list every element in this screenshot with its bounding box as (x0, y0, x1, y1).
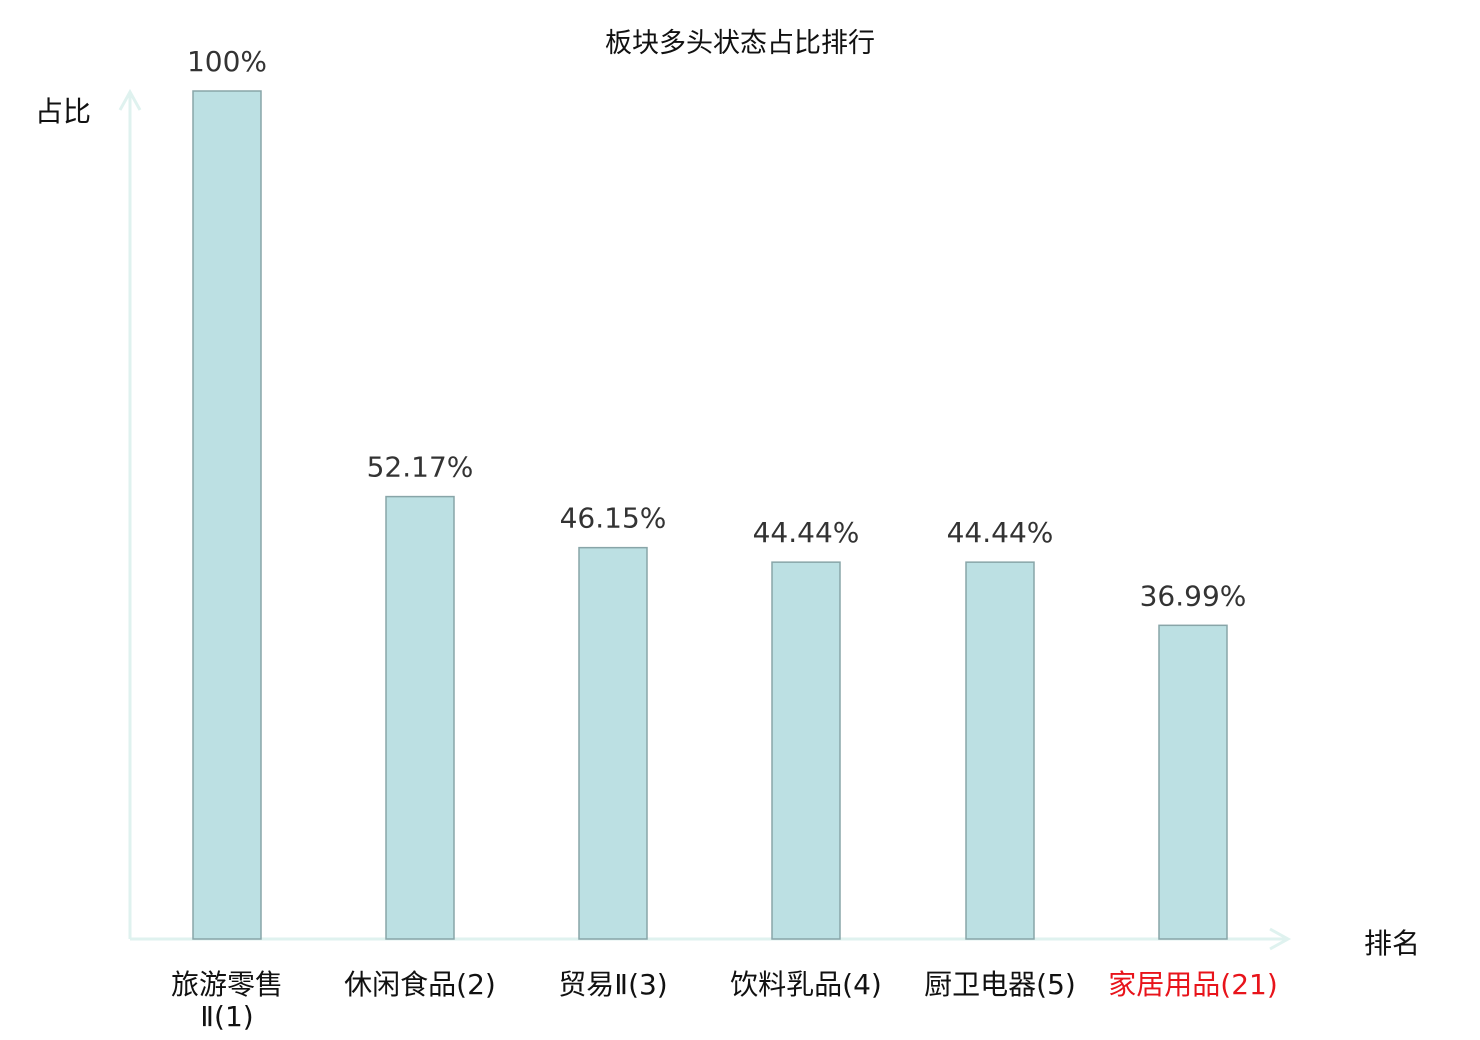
x-tick-label: 饮料乳品(4) (730, 968, 882, 1001)
x-tick-name: 贸易Ⅱ (558, 968, 628, 1001)
x-tick-rank: (2) (456, 968, 496, 1001)
chart-title: 板块多头状态占比排行 (605, 28, 875, 59)
x-tick-label: 旅游零售 (171, 968, 283, 1001)
data-label: 52.17% (367, 451, 474, 484)
data-label: 100% (187, 45, 267, 78)
bar (1158, 624, 1228, 940)
bar (771, 561, 841, 940)
data-label: 44.44% (947, 516, 1054, 549)
x-axis-label: 排名 (1364, 927, 1420, 960)
x-tick-label: 家居用品(21) (1108, 968, 1278, 1001)
y-axis-arrow-icon (118, 88, 142, 111)
x-tick-name: 休闲食品 (344, 968, 456, 1001)
x-tick-rank: Ⅱ(1) (200, 1000, 253, 1033)
x-tick-rank: (5) (1036, 968, 1076, 1001)
x-axis-arrow-icon (1269, 927, 1292, 951)
bar (578, 546, 648, 940)
bar (965, 561, 1035, 940)
x-tick-label: 休闲食品(2) (344, 968, 496, 1001)
y-axis-label: 占比 (35, 95, 91, 128)
data-label: 36.99% (1140, 579, 1247, 612)
x-tick-label: 贸易Ⅱ(3) (558, 968, 667, 1001)
x-tick-rank: (21) (1220, 968, 1277, 1001)
bar (385, 495, 455, 940)
x-tick-label: 厨卫电器(5) (924, 968, 1076, 1001)
x-tick-name: 家居用品 (1108, 968, 1220, 1001)
data-label: 44.44% (753, 516, 860, 549)
x-tick-rank: (3) (628, 968, 668, 1001)
x-tick-name: 饮料乳品 (730, 968, 842, 1001)
data-label: 46.15% (560, 502, 667, 535)
bar (192, 90, 262, 940)
x-tick-rank: (4) (842, 968, 882, 1001)
x-tick-name: 厨卫电器 (924, 968, 1036, 1001)
